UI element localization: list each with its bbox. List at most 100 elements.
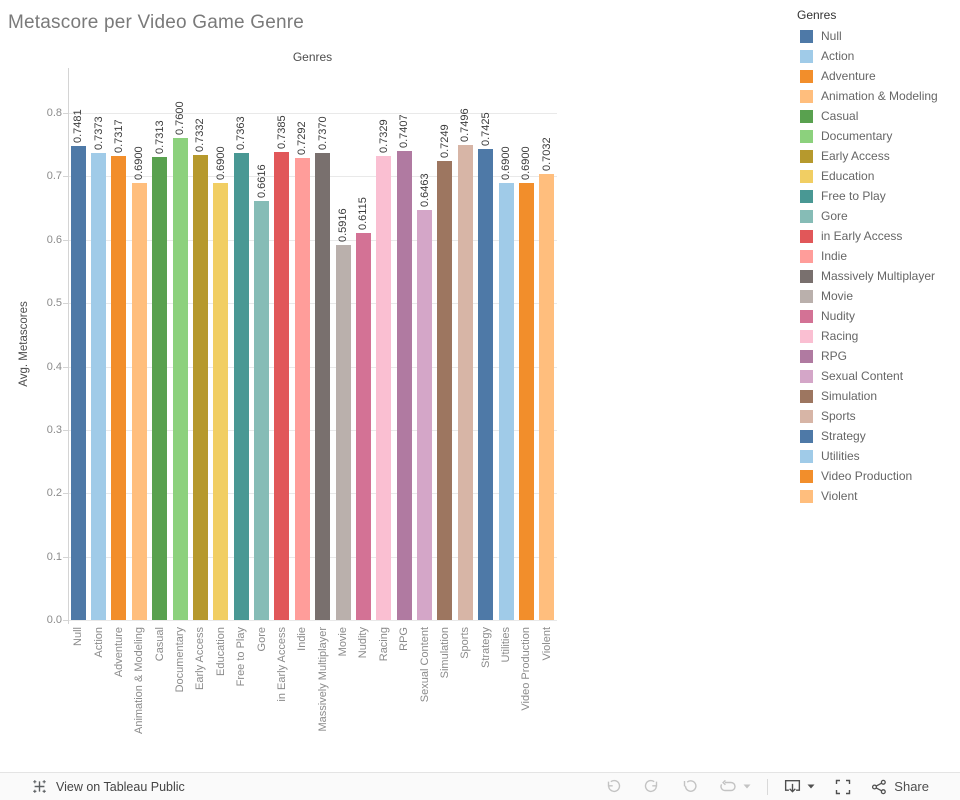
bar-value-label: 0.7370 [316, 116, 329, 150]
y-axis-tick-label: 0.3 [46, 423, 62, 436]
bar-value-label: 0.6900 [214, 146, 227, 180]
legend-label: Racing [821, 329, 859, 343]
legend-item-Adventure[interactable]: Adventure [797, 66, 938, 86]
bar-Adventure[interactable] [111, 156, 127, 620]
bar-Null[interactable] [70, 145, 86, 620]
y-axis-title: Avg. Metascores [18, 301, 30, 387]
bar-value-label: 0.6616 [255, 164, 268, 198]
legend-swatch [800, 229, 813, 243]
legend-item-Racing[interactable]: Racing [797, 326, 938, 346]
legend-label: Free to Play [821, 189, 886, 203]
tableau-logo-icon [33, 780, 46, 793]
legend-item-Violent[interactable]: Violent [797, 486, 938, 506]
bar-Action[interactable] [91, 152, 107, 620]
x-axis-category-label: Adventure [112, 627, 125, 678]
bar-Nudity[interactable] [355, 232, 371, 620]
legend-item-in Early Access[interactable]: in Early Access [797, 226, 938, 246]
legend-swatch [800, 249, 813, 263]
legend-title: Genres [797, 8, 837, 22]
bar-Video Production[interactable] [518, 182, 534, 620]
legend-swatch [800, 169, 813, 183]
bar-Racing[interactable] [376, 155, 392, 620]
legend-item-Null[interactable]: Null [797, 26, 938, 46]
gridline [68, 303, 557, 305]
download-button[interactable] [783, 778, 815, 795]
bar-in Early Access[interactable] [274, 152, 290, 620]
bar-Violent[interactable] [539, 174, 555, 620]
bar-RPG[interactable] [396, 150, 412, 620]
page-title: Metascore per Video Game Genre [8, 12, 305, 33]
legend-swatch [800, 369, 813, 383]
bar-Sports[interactable] [457, 144, 473, 620]
y-axis-tick [63, 303, 68, 305]
bar-value-label: 0.7373 [92, 116, 105, 150]
bar-Utilities[interactable] [498, 182, 514, 620]
legend-item-Free to Play[interactable]: Free to Play [797, 186, 938, 206]
x-axis-category-label: Education [214, 627, 227, 676]
bar-Indie[interactable] [294, 157, 310, 620]
gridline [68, 366, 557, 368]
legend-item-Animation & Modeling[interactable]: Animation & Modeling [797, 86, 938, 106]
legend-swatch [800, 449, 813, 463]
bar-Movie[interactable] [335, 245, 351, 620]
legend-item-Early Access[interactable]: Early Access [797, 146, 938, 166]
bar-Simulation[interactable] [437, 160, 453, 620]
legend-item-Casual[interactable]: Casual [797, 106, 938, 126]
revert-button[interactable] [680, 778, 699, 795]
chevron-down-icon [743, 784, 751, 789]
legend-label: Animation & Modeling [821, 89, 938, 103]
x-axis-category-label: Movie [337, 627, 350, 657]
bar-Sexual Content[interactable] [417, 210, 433, 620]
legend-item-Sexual Content[interactable]: Sexual Content [797, 366, 938, 386]
bar-Strategy[interactable] [478, 149, 494, 620]
x-axis-category-label: Nudity [357, 627, 370, 659]
legend-item-Documentary[interactable]: Documentary [797, 126, 938, 146]
x-axis-category-label: Gore [255, 627, 268, 652]
y-axis-tick-label: 0.5 [46, 297, 62, 310]
legend-label: Video Production [821, 469, 913, 483]
bar-Education[interactable] [213, 182, 229, 620]
legend-item-Education[interactable]: Education [797, 166, 938, 186]
fullscreen-button[interactable] [834, 778, 852, 796]
bar-value-label: 0.7425 [479, 112, 492, 147]
chevron-down-icon [807, 784, 815, 789]
bar-Casual[interactable] [152, 156, 168, 620]
legend-item-Nudity[interactable]: Nudity [797, 306, 938, 326]
legend-item-Movie[interactable]: Movie [797, 286, 938, 306]
legend-item-Strategy[interactable]: Strategy [797, 426, 938, 446]
bar-value-label: 0.7249 [438, 123, 451, 158]
x-axis-category-label: Simulation [438, 627, 451, 679]
undo-button[interactable] [604, 778, 623, 795]
bar-value-label: 0.7600 [174, 101, 187, 136]
bar-Free to Play[interactable] [233, 153, 249, 620]
view-on-tableau-public-link[interactable]: View on Tableau Public [31, 778, 185, 795]
bar-Massively Multiplayer[interactable] [315, 152, 331, 620]
legend-swatch [800, 429, 813, 443]
legend-item-Action[interactable]: Action [797, 46, 938, 66]
y-axis-tick-label: 0.4 [46, 360, 62, 373]
legend-item-Sports[interactable]: Sports [797, 406, 938, 426]
bar-value-label: 0.6900 [500, 146, 513, 180]
legend-item-RPG[interactable]: RPG [797, 346, 938, 366]
y-axis-tick-label: 0.7 [46, 170, 62, 183]
bar-Gore[interactable] [254, 200, 270, 620]
legend-label: RPG [821, 349, 848, 363]
legend-swatch [800, 469, 813, 483]
legend-item-Simulation[interactable]: Simulation [797, 386, 938, 406]
bar-Documentary[interactable] [172, 138, 188, 620]
bar-Animation & Modeling[interactable] [131, 182, 147, 620]
legend-item-Utilities[interactable]: Utilities [797, 446, 938, 466]
legend-item-Gore[interactable]: Gore [797, 206, 938, 226]
legend-items: Null Action Adventure Animation & Modeling C… [797, 26, 938, 506]
legend-label: Casual [821, 109, 859, 123]
legend-label: Indie [821, 249, 848, 263]
share-button[interactable]: Share [871, 779, 929, 795]
bar-Early Access[interactable] [192, 155, 208, 620]
legend-item-Indie[interactable]: Indie [797, 246, 938, 266]
redo-button[interactable] [642, 778, 661, 795]
legend-item-Massively Multiplayer[interactable]: Massively Multiplayer [797, 266, 938, 286]
legend-label: Movie [821, 289, 854, 303]
refresh-button[interactable] [718, 778, 751, 795]
legend-item-Video Production[interactable]: Video Production [797, 466, 938, 486]
x-axis-category-label: Early Access [194, 627, 207, 690]
